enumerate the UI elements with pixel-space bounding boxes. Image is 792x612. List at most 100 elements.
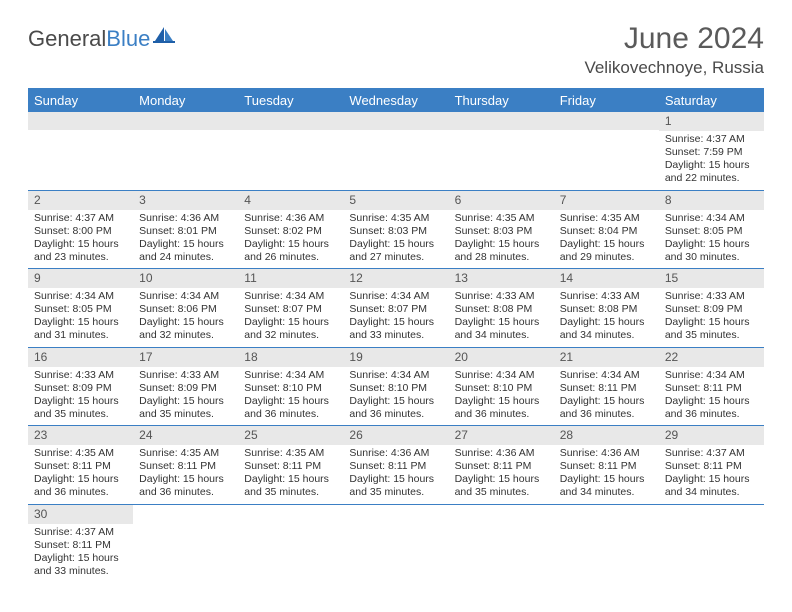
sunset-line: Sunset: 8:01 PM [139,225,232,238]
sunrise-line: Sunrise: 4:36 AM [349,447,442,460]
sunset-line: Sunset: 8:04 PM [560,225,653,238]
week-row: 9Sunrise: 4:34 AMSunset: 8:05 PMDaylight… [28,269,764,348]
sunrise-line: Sunrise: 4:36 AM [455,447,548,460]
day-number: 23 [28,426,133,445]
sunrise-line: Sunrise: 4:37 AM [34,212,127,225]
empty-daynum-bar [238,112,343,130]
day-cell: 4 Sunrise: 4:36 AMSunset: 8:02 PMDaylight… [238,190,343,269]
sunset-line: Sunset: 8:10 PM [455,382,548,395]
sunset-line: Sunset: 8:11 PM [665,460,758,473]
sunset-line: Sunset: 8:08 PM [455,303,548,316]
day-number: 3 [133,191,238,210]
sunrise-line: Sunrise: 4:34 AM [34,290,127,303]
daylight-line: Daylight: 15 hours and 26 minutes. [244,238,337,264]
daylight-line: Daylight: 15 hours and 36 minutes. [34,473,127,499]
sunset-line: Sunset: 8:03 PM [455,225,548,238]
day-info: Sunrise: 4:34 AMSunset: 8:10 PMDaylight:… [238,369,343,426]
week-row: 30Sunrise: 4:37 AMSunset: 8:11 PMDayligh… [28,504,764,582]
day-cell: 25 Sunrise: 4:35 AMSunset: 8:11 PMDayligh… [238,426,343,505]
daylight-line: Daylight: 15 hours and 36 minutes. [455,395,548,421]
sunset-line: Sunset: 8:09 PM [139,382,232,395]
daylight-line: Daylight: 15 hours and 24 minutes. [139,238,232,264]
day-cell: 2 Sunrise: 4:37 AMSunset: 8:00 PMDaylight… [28,190,133,269]
day-cell: 26Sunrise: 4:36 AMSunset: 8:11 PMDayligh… [343,426,448,505]
daylight-line: Daylight: 15 hours and 27 minutes. [349,238,442,264]
empty-daynum-bar [343,112,448,130]
sunset-line: Sunset: 8:00 PM [34,225,127,238]
day-number: 10 [133,269,238,288]
day-info: Sunrise: 4:34 AMSunset: 8:10 PMDaylight:… [449,369,554,426]
sunset-line: Sunset: 8:11 PM [244,460,337,473]
sunrise-line: Sunrise: 4:34 AM [665,212,758,225]
daylight-line: Daylight: 15 hours and 35 minutes. [139,395,232,421]
day-number: 21 [554,348,659,367]
daylight-line: Daylight: 15 hours and 34 minutes. [560,316,653,342]
day-number: 7 [554,191,659,210]
day-info: Sunrise: 4:33 AMSunset: 8:09 PMDaylight:… [133,369,238,426]
daylight-line: Daylight: 15 hours and 36 minutes. [560,395,653,421]
sunrise-line: Sunrise: 4:34 AM [244,369,337,382]
sunrise-line: Sunrise: 4:35 AM [349,212,442,225]
dayname-cell: Tuesday [238,88,343,112]
day-number: 15 [659,269,764,288]
day-cell: 5Sunrise: 4:35 AMSunset: 8:03 PMDaylight… [343,190,448,269]
day-info: Sunrise: 4:36 AMSunset: 8:02 PMDaylight:… [238,212,343,269]
day-cell [554,504,659,582]
day-number: 14 [554,269,659,288]
day-cell [343,504,448,582]
dayname-cell: Sunday [28,88,133,112]
daylight-line: Daylight: 15 hours and 35 minutes. [665,316,758,342]
day-info: Sunrise: 4:35 AMSunset: 8:03 PMDaylight:… [343,212,448,269]
sunrise-line: Sunrise: 4:35 AM [560,212,653,225]
day-cell: 6Sunrise: 4:35 AMSunset: 8:03 PMDaylight… [449,190,554,269]
day-info: Sunrise: 4:34 AMSunset: 8:10 PMDaylight:… [343,369,448,426]
day-cell: 3 Sunrise: 4:36 AMSunset: 8:01 PMDaylight… [133,190,238,269]
daylight-line: Daylight: 15 hours and 34 minutes. [455,316,548,342]
daynames-row: SundayMondayTuesdayWednesdayThursdayFrid… [28,88,764,112]
dayname-cell: Thursday [449,88,554,112]
day-cell: 9Sunrise: 4:34 AMSunset: 8:05 PMDaylight… [28,269,133,348]
day-number: 2 [28,191,133,210]
day-number: 25 [238,426,343,445]
day-number: 16 [28,348,133,367]
sunset-line: Sunset: 8:11 PM [349,460,442,473]
day-info: Sunrise: 4:37 AMSunset: 7:59 PMDaylight:… [659,133,764,190]
daylight-line: Daylight: 15 hours and 23 minutes. [34,238,127,264]
sunrise-line: Sunrise: 4:33 AM [665,290,758,303]
sunrise-line: Sunrise: 4:35 AM [244,447,337,460]
header: GeneralBlue June 2024 Velikovechnoye, Ru… [28,22,764,78]
sunset-line: Sunset: 8:11 PM [34,460,127,473]
day-number: 17 [133,348,238,367]
week-row: 23Sunrise: 4:35 AMSunset: 8:11 PMDayligh… [28,426,764,505]
daylight-line: Daylight: 15 hours and 29 minutes. [560,238,653,264]
day-cell: 16Sunrise: 4:33 AMSunset: 8:09 PMDayligh… [28,347,133,426]
day-info: Sunrise: 4:36 AMSunset: 8:11 PMDaylight:… [449,447,554,504]
day-number: 29 [659,426,764,445]
empty-daynum-bar [449,112,554,130]
sunrise-line: Sunrise: 4:36 AM [139,212,232,225]
sunset-line: Sunset: 8:11 PM [560,382,653,395]
sunset-line: Sunset: 7:59 PM [665,146,758,159]
sunrise-line: Sunrise: 4:33 AM [139,369,232,382]
day-cell: 30Sunrise: 4:37 AMSunset: 8:11 PMDayligh… [28,504,133,582]
day-info: Sunrise: 4:35 AMSunset: 8:11 PMDaylight:… [133,447,238,504]
day-cell: 11Sunrise: 4:34 AMSunset: 8:07 PMDayligh… [238,269,343,348]
empty-daynum-bar [554,112,659,130]
sunrise-line: Sunrise: 4:34 AM [665,369,758,382]
day-cell [659,504,764,582]
day-number: 27 [449,426,554,445]
daylight-line: Daylight: 15 hours and 28 minutes. [455,238,548,264]
location: Velikovechnoye, Russia [584,58,764,78]
daylight-line: Daylight: 15 hours and 35 minutes. [244,473,337,499]
sunrise-line: Sunrise: 4:35 AM [139,447,232,460]
day-cell: 12Sunrise: 4:34 AMSunset: 8:07 PMDayligh… [343,269,448,348]
day-number: 4 [238,191,343,210]
day-cell [28,112,133,190]
sunset-line: Sunset: 8:11 PM [455,460,548,473]
dayname-cell: Saturday [659,88,764,112]
sunset-line: Sunset: 8:09 PM [665,303,758,316]
daylight-line: Daylight: 15 hours and 31 minutes. [34,316,127,342]
day-cell [449,504,554,582]
day-info: Sunrise: 4:34 AMSunset: 8:07 PMDaylight:… [238,290,343,347]
day-info: Sunrise: 4:34 AMSunset: 8:05 PMDaylight:… [28,290,133,347]
